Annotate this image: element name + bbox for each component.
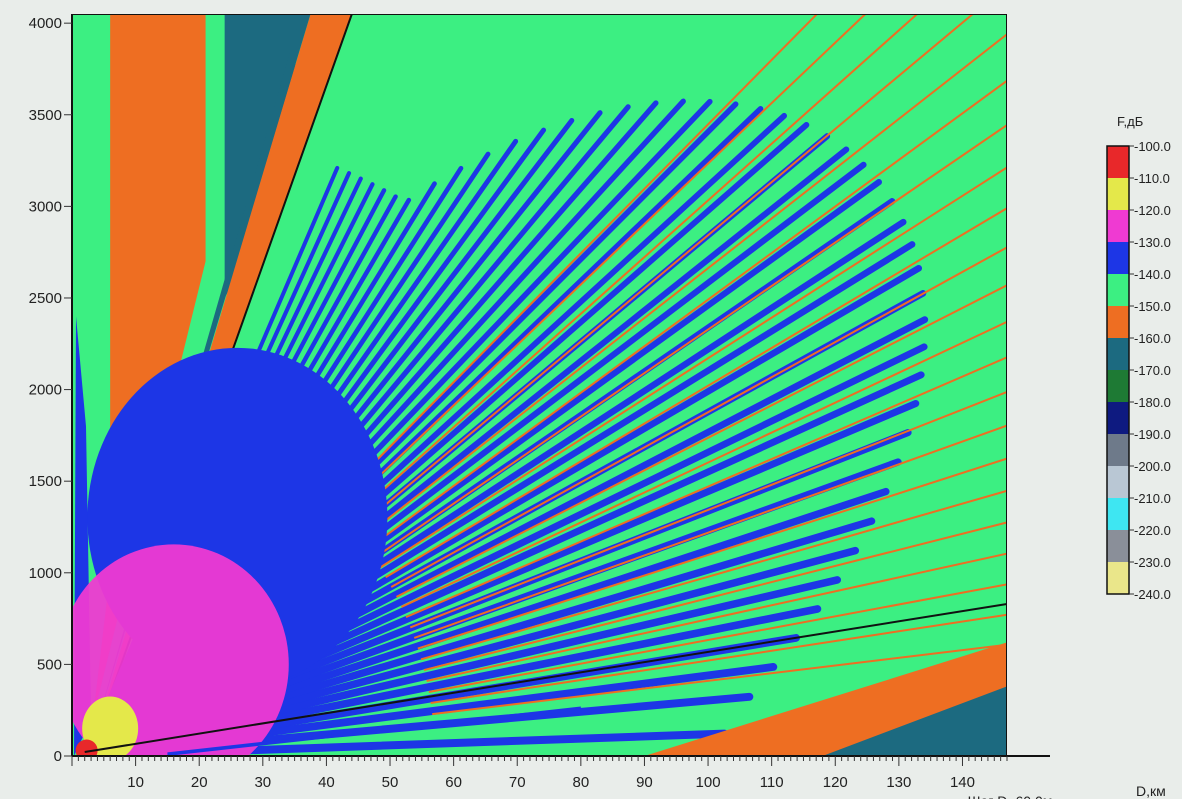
colorbar-label: -230.0 <box>1134 555 1171 570</box>
colorbar-label: -180.0 <box>1134 395 1171 410</box>
colorbar-label: -120.0 <box>1134 203 1171 218</box>
x-tick-label: 70 <box>509 774 526 791</box>
orange-streak <box>409 390 1007 629</box>
bottom-boundary-curve <box>84 602 1007 753</box>
orange-streak <box>329 14 819 508</box>
x-tick-label: 90 <box>636 774 653 791</box>
x-axis-label: D,км <box>1136 783 1166 799</box>
colorbar-label: -150.0 <box>1134 299 1171 314</box>
axes: 10 20 30 40 50 60 70 80 90 100 110 120 130 140 0 500 100… <box>29 14 1050 791</box>
colorbar-label: -170.0 <box>1134 363 1171 378</box>
plot-area <box>72 14 1007 756</box>
footer-text: Шаг D=60.0м <box>968 793 1053 799</box>
x-tick-label: 60 <box>445 774 462 791</box>
colorbar-label: -140.0 <box>1134 267 1171 282</box>
y-tick-label: 3500 <box>29 107 62 124</box>
colorbar-label: -100.0 <box>1134 139 1171 154</box>
colorbar-label: -130.0 <box>1134 235 1171 250</box>
orange-streak <box>352 14 975 533</box>
colorbar-swatch <box>1107 146 1129 179</box>
x-tick-label: 80 <box>572 774 589 791</box>
colorbar-label: -190.0 <box>1134 427 1171 442</box>
y-tick-label: 1000 <box>29 565 62 582</box>
colorbar-title: F,дБ <box>1117 114 1143 129</box>
colorbar-swatch <box>1107 370 1129 403</box>
source-blob <box>82 696 139 756</box>
orange-streak <box>428 583 1007 693</box>
y-tick-label: 4000 <box>29 15 62 32</box>
orange-streak <box>426 552 1007 682</box>
colorbar-swatch <box>1107 562 1129 595</box>
x-tick-label: 40 <box>318 774 335 791</box>
orange-streak <box>366 79 1007 551</box>
colorbar-label: -220.0 <box>1134 523 1171 538</box>
colorbar-swatch <box>1107 306 1129 339</box>
orange-streak <box>400 320 1007 608</box>
x-tick-label: 100 <box>696 774 721 791</box>
orange-streak <box>423 521 1007 672</box>
colorbar-swatch <box>1107 402 1129 435</box>
colorbar-label: -240.0 <box>1134 587 1171 602</box>
orange-streak <box>413 424 1007 639</box>
blue-bottom-band <box>167 706 581 756</box>
orange-streak <box>420 489 1007 661</box>
x-tick-label: 110 <box>760 774 784 791</box>
orange-streak <box>432 643 1007 716</box>
colorbar-swatch <box>1107 242 1129 275</box>
orange-streak <box>337 14 867 516</box>
orange-streak <box>359 33 1007 542</box>
colorbar-swatch <box>1107 274 1129 307</box>
x-tick-label: 50 <box>382 774 399 791</box>
x-tick-label: 30 <box>254 774 271 791</box>
colorbar-legend: -100.0 -110.0 -120.0 -130.0 -140.0 -150.0 -160… <box>1106 139 1171 602</box>
colorbar-label: -210.0 <box>1134 491 1171 506</box>
colorbar-swatch <box>1107 178 1129 211</box>
y-tick-label: 2000 <box>29 382 62 399</box>
orange-streak <box>395 284 1007 598</box>
orange-streak <box>417 457 1007 650</box>
colorbar-swatch <box>1107 210 1129 243</box>
colorbar-swatch <box>1107 530 1129 563</box>
colorbar-label: -110.0 <box>1134 171 1170 186</box>
teal-bottom-region <box>822 686 1007 756</box>
y-tick-label: 1500 <box>29 473 62 490</box>
y-tick-label: 2500 <box>29 290 62 307</box>
x-tick-label: 20 <box>191 774 208 791</box>
colorbar-swatch <box>1107 338 1129 371</box>
orange-streak <box>345 14 919 524</box>
orange-streak <box>405 356 1007 619</box>
source-point <box>75 739 98 756</box>
x-tick-label: 140 <box>950 774 975 791</box>
y-tick-label: 0 <box>54 748 62 765</box>
y-tick-label: 500 <box>37 656 62 673</box>
orange-streak <box>430 613 1007 704</box>
y-tick-label: 3000 <box>29 198 62 215</box>
colorbar-swatch <box>1107 498 1129 531</box>
orange-streak <box>385 206 1007 579</box>
colorbar-label: -200.0 <box>1134 459 1171 474</box>
colorbar-label: -160.0 <box>1134 331 1171 346</box>
orange-streak <box>390 246 1007 588</box>
orange-streak <box>379 166 1007 569</box>
x-tick-label: 130 <box>886 774 911 791</box>
x-tick-label: 10 <box>127 774 144 791</box>
colorbar-swatch <box>1107 434 1129 467</box>
orange-streak <box>373 123 1007 560</box>
x-tick-label: 120 <box>823 774 848 791</box>
colorbar-swatch <box>1107 466 1129 499</box>
